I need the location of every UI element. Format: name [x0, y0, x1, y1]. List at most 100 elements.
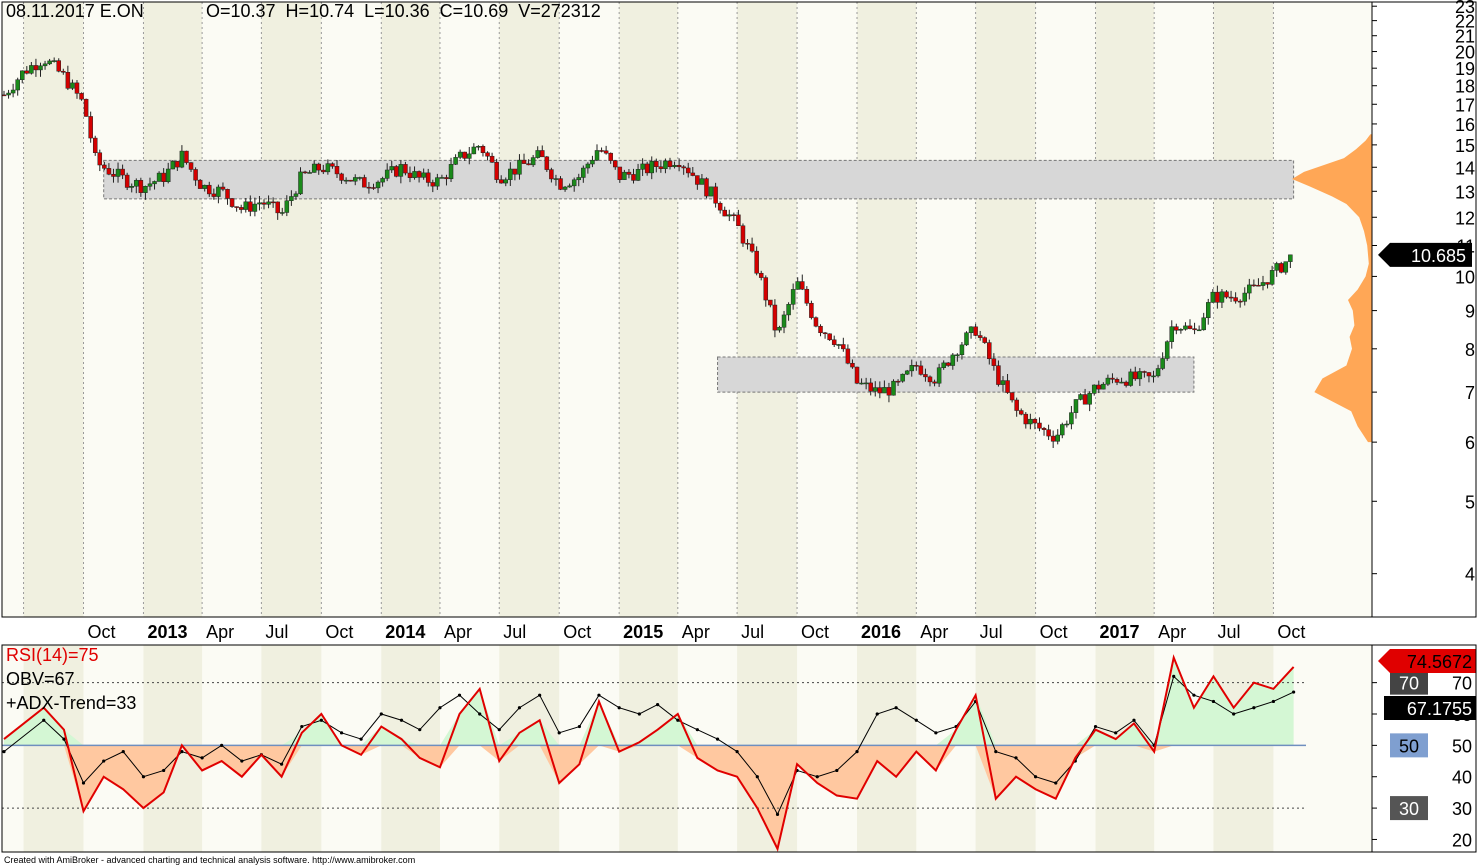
- candle-down: [111, 173, 116, 177]
- adx-point: [517, 706, 522, 710]
- adx-point: [180, 750, 184, 754]
- candle-up: [1283, 261, 1289, 273]
- candle-down: [927, 376, 933, 383]
- adx-point: [538, 693, 542, 697]
- candle-down: [1215, 291, 1220, 303]
- candle-down: [24, 70, 30, 74]
- price-tick-label: 10: [1455, 267, 1475, 287]
- candle-down: [275, 201, 280, 214]
- candle-down: [612, 160, 618, 168]
- candle-down: [827, 333, 832, 341]
- candle-down: [1114, 379, 1120, 383]
- indicator-frame: [1, 644, 1477, 853]
- candle-down: [444, 177, 449, 180]
- price-axis: 4567891011121314151617181920212223: [1372, 0, 1475, 585]
- candle-up: [1091, 384, 1097, 394]
- candle-up: [571, 179, 577, 187]
- candle-down: [485, 152, 490, 157]
- candle-down: [841, 344, 846, 350]
- level-box-label: 70: [1399, 674, 1419, 694]
- candle-down: [877, 387, 883, 394]
- candle-up: [1105, 377, 1111, 385]
- candle-up: [47, 60, 52, 65]
- candle-up: [357, 177, 363, 179]
- price-tick-label: 5: [1465, 492, 1475, 512]
- price-quarter-band: [857, 2, 917, 617]
- time-tick-label: 2014: [385, 622, 425, 642]
- candle-down: [1133, 371, 1138, 380]
- candle-down: [822, 332, 828, 335]
- indicator-tick-label: 40: [1452, 768, 1472, 788]
- time-tick-label: 2017: [1100, 622, 1140, 642]
- time-tick-label: Oct: [801, 622, 829, 642]
- candle-down: [65, 72, 71, 89]
- indicator-lines: [2, 654, 1306, 852]
- adx-point: [934, 731, 938, 735]
- candle-up: [448, 164, 454, 180]
- candle-down: [261, 202, 267, 205]
- candle-down: [184, 150, 189, 163]
- rsi-last-badge: [1378, 649, 1476, 673]
- candle-up: [51, 60, 57, 62]
- adx-point: [617, 706, 621, 710]
- adx-point: [994, 750, 998, 754]
- time-axis: Oct 2013 Apr Jul Oct 2014 Apr Jul Oct 2015 Apr Jul O…: [88, 622, 1306, 642]
- time-tick-label: Apr: [444, 622, 472, 642]
- candle-down: [745, 242, 750, 245]
- candle-down: [371, 187, 376, 189]
- candle-down: [658, 166, 664, 169]
- candle-down: [845, 348, 851, 364]
- adx-point: [399, 718, 404, 722]
- candle-up: [1288, 254, 1293, 262]
- rsi-last-label: 74.5672: [1407, 652, 1472, 672]
- candle-up: [1073, 399, 1079, 413]
- candle-down: [197, 179, 203, 189]
- candle-down: [207, 184, 212, 195]
- candle-up: [1242, 292, 1247, 302]
- price-quarter-band: [381, 2, 440, 617]
- candle-up: [1260, 282, 1266, 286]
- candle-up: [435, 177, 440, 187]
- price-tick-label: 19: [1455, 59, 1475, 79]
- candle-down: [813, 317, 819, 327]
- candle-up: [941, 362, 946, 368]
- candle-down: [229, 198, 235, 207]
- candle-down: [713, 186, 718, 204]
- candle-up: [389, 166, 394, 171]
- adx-point: [577, 724, 582, 729]
- adx-point: [656, 702, 660, 707]
- candle-down: [339, 173, 344, 181]
- candle-up: [590, 159, 595, 165]
- adx-point: [280, 762, 284, 766]
- candle-up: [29, 65, 34, 74]
- candle-up: [165, 168, 171, 182]
- candle-down: [330, 163, 335, 167]
- candle-down: [238, 207, 244, 210]
- candle-up: [1155, 368, 1161, 377]
- last-price-marker: 10.685: [1378, 242, 1472, 267]
- candle-up: [581, 167, 586, 178]
- candle-up: [325, 163, 331, 173]
- level-box-label: 50: [1399, 736, 1419, 756]
- candle-up: [909, 365, 915, 372]
- candle-down: [644, 163, 650, 174]
- candle-down: [973, 326, 978, 336]
- candle-up: [1151, 375, 1156, 378]
- candle-up: [955, 354, 960, 357]
- candle-down: [1018, 410, 1024, 415]
- candle-up: [663, 160, 668, 169]
- candle-down: [599, 150, 604, 152]
- level-box-label: 30: [1399, 799, 1419, 819]
- time-tick-label: Oct: [325, 622, 353, 642]
- candle-down: [603, 150, 609, 154]
- adx-point: [1252, 706, 1256, 710]
- candle-up: [115, 168, 121, 177]
- time-tick-label: Oct: [88, 622, 116, 642]
- candle-down: [754, 250, 759, 274]
- candle-down: [102, 164, 107, 169]
- candle-up: [1201, 317, 1206, 331]
- candle-down: [124, 174, 130, 188]
- candle-up: [640, 163, 645, 170]
- indicator-tick-label: 50: [1452, 736, 1472, 756]
- candle-up: [1128, 371, 1133, 386]
